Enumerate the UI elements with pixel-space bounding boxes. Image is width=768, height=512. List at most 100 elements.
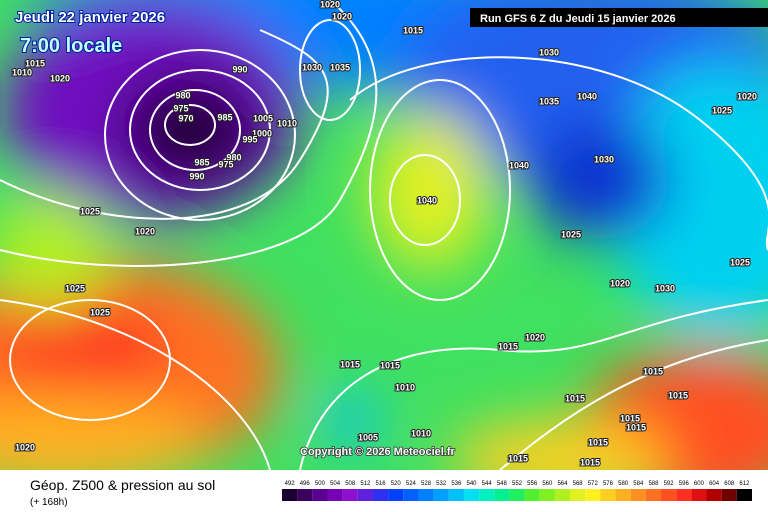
isobars xyxy=(0,0,768,470)
legend-label: 508 xyxy=(345,481,356,487)
legend-swatch xyxy=(448,489,464,501)
copyright: Copyright © 2026 Meteociel.fr xyxy=(300,446,456,458)
isobar-label: 1015 xyxy=(380,360,400,370)
isobar-label: 1015 xyxy=(580,457,600,467)
isobar-label: 1030 xyxy=(594,154,614,164)
isobar-label: 990 xyxy=(232,64,247,74)
legend-swatch xyxy=(736,489,752,501)
legend-swatch xyxy=(372,489,389,501)
isobar-label: 1005 xyxy=(253,113,273,123)
lead-time: (+ 168h) xyxy=(30,497,68,508)
isobar-label: 1035 xyxy=(539,96,559,106)
legend-swatch xyxy=(282,489,298,501)
isobar-label: 1025 xyxy=(561,229,581,239)
legend-label: 608 xyxy=(724,481,735,487)
legend-swatch xyxy=(570,489,586,501)
legend-swatch xyxy=(342,489,358,501)
legend-label: 584 xyxy=(633,481,644,487)
isobar-label: 1010 xyxy=(277,118,297,128)
isobar-label: 985 xyxy=(194,157,209,167)
legend-swatch xyxy=(554,489,571,501)
legend-swatch xyxy=(539,489,555,501)
legend-label: 588 xyxy=(648,481,659,487)
isobar-label: 1015 xyxy=(668,390,688,400)
legend-swatch xyxy=(585,489,601,501)
legend-label: 504 xyxy=(330,481,341,487)
legend-label: 604 xyxy=(709,481,720,487)
isobar-label: 1025 xyxy=(90,307,110,317)
isobar-label: 1020 xyxy=(15,442,35,452)
legend-swatch xyxy=(403,489,419,501)
isobar-label: 1000 xyxy=(252,128,272,138)
legend-label: 536 xyxy=(451,481,462,487)
isobar-label: 1025 xyxy=(80,206,100,216)
legend-swatch xyxy=(661,489,677,501)
isobar-label: 1015 xyxy=(498,341,518,351)
isobar-label: 1015 xyxy=(508,453,528,463)
isobar-label: 1020 xyxy=(135,226,155,236)
isobar-label: 1030 xyxy=(539,47,559,57)
isobar-label: 975 xyxy=(173,103,188,113)
isobar-label: 1020 xyxy=(610,278,630,288)
legend-label: 556 xyxy=(527,481,538,487)
legend-label: 516 xyxy=(376,481,387,487)
isobar-label: 1030 xyxy=(302,62,322,72)
time: 7:00 locale xyxy=(20,35,122,57)
isobar-label: 1020 xyxy=(332,11,352,21)
isobar-label: 1010 xyxy=(411,428,431,438)
run-box xyxy=(470,8,768,27)
legend-label: 560 xyxy=(542,481,553,487)
legend-swatch xyxy=(433,489,449,501)
date: Jeudi 22 janvier 2026 xyxy=(15,9,165,26)
isobar-label: 1020 xyxy=(320,0,340,9)
legend-swatch xyxy=(600,489,616,501)
isobar-label: 1015 xyxy=(643,366,663,376)
isobar-label: 1015 xyxy=(626,422,646,432)
run: Run GFS 6 Z du Jeudi 15 janvier 2026 xyxy=(480,13,676,25)
legend-swatch xyxy=(615,489,631,501)
legend-swatch xyxy=(676,489,692,501)
isobar-label: 1015 xyxy=(403,25,423,35)
legend-label: 548 xyxy=(497,481,508,487)
isobar-label: 975 xyxy=(218,159,233,169)
legend-label: 596 xyxy=(679,481,690,487)
legend-label: 528 xyxy=(421,481,432,487)
legend-swatch xyxy=(297,489,313,501)
legend-swatch xyxy=(479,489,495,501)
legend-label: 520 xyxy=(391,481,402,487)
legend-swatch xyxy=(312,489,328,501)
isobar-label: 1015 xyxy=(340,359,360,369)
isobar-label: 990 xyxy=(189,171,204,181)
isobar-label: 1010 xyxy=(12,67,32,77)
color-legend: 492 496 500 504 508 512 516 520 524 528 532 536 540 5… xyxy=(282,481,752,501)
isobar-label: 1040 xyxy=(577,91,597,101)
legend-swatch xyxy=(418,489,434,501)
legend-swatch xyxy=(463,489,480,501)
legend-label: 512 xyxy=(360,481,371,487)
isobar-label: 1015 xyxy=(25,58,45,68)
legend-label: 564 xyxy=(557,481,568,487)
isobar-label: 1025 xyxy=(730,257,750,267)
isobar-label: 1010 xyxy=(395,382,415,392)
legend-swatch xyxy=(630,489,646,501)
legend-label: 492 xyxy=(285,481,296,487)
legend-swatch xyxy=(645,489,662,501)
legend-label: 568 xyxy=(573,481,584,487)
isobar-label: 1025 xyxy=(712,105,732,115)
legend-label: 592 xyxy=(664,481,675,487)
legend-label: 496 xyxy=(300,481,311,487)
isobar-label: 1025 xyxy=(65,283,85,293)
legend-swatch xyxy=(706,489,722,501)
isobar-label: 1005 xyxy=(358,432,378,442)
legend-swatch xyxy=(327,489,343,501)
legend-swatch xyxy=(357,489,373,501)
legend-label: 600 xyxy=(694,481,705,487)
isobar-label: 1040 xyxy=(417,195,437,205)
isobar-label: 970 xyxy=(178,113,193,123)
isobar-label: 1020 xyxy=(737,91,757,101)
isobar-label: 980 xyxy=(175,90,190,100)
legend-label: 524 xyxy=(406,481,417,487)
